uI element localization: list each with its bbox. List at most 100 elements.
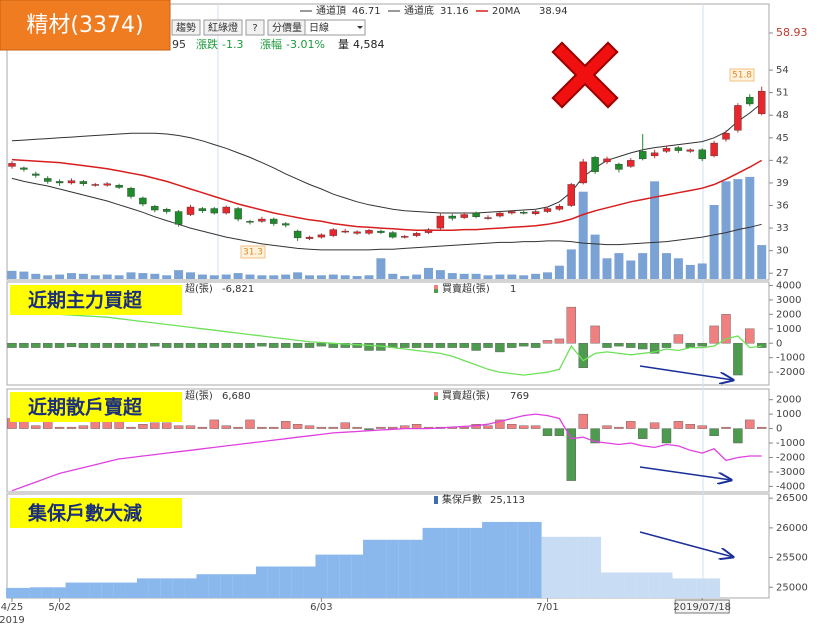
y-tick-label: 39 xyxy=(776,178,789,189)
holder-step xyxy=(482,521,494,598)
volume-bar xyxy=(19,271,29,279)
holder-step xyxy=(53,587,66,598)
candle-body xyxy=(436,215,445,229)
toolbar-label[interactable]: 紅綠燈 xyxy=(208,22,238,34)
volume-bar xyxy=(447,273,457,279)
candle-body xyxy=(722,133,730,140)
volume-bar xyxy=(709,205,719,279)
net-bar xyxy=(138,343,148,348)
stock-title: 精材(3374) xyxy=(26,13,143,38)
legend-swatch xyxy=(434,392,438,396)
candle-body xyxy=(139,197,147,205)
volume-bar xyxy=(67,273,76,279)
volume-bar xyxy=(102,274,112,279)
panel-title: 近期主力買超 xyxy=(28,289,143,312)
candle-body xyxy=(460,214,468,218)
y-tick-label: 42 xyxy=(776,155,789,166)
net-bar xyxy=(483,425,493,429)
toolbar-label[interactable]: 分價量 xyxy=(272,21,302,34)
candle-body xyxy=(174,211,183,225)
candle-body xyxy=(484,217,492,219)
holder-step xyxy=(291,566,304,598)
candle-body xyxy=(55,181,64,184)
toolbar-button[interactable] xyxy=(245,19,265,36)
legend-label: 20MA xyxy=(492,6,520,17)
holder-step xyxy=(113,582,126,598)
candle-body xyxy=(674,147,683,151)
toolbar-label[interactable]: 趨勢 xyxy=(176,21,196,34)
net-bar xyxy=(697,343,707,347)
net-bar xyxy=(161,343,172,348)
holder-step xyxy=(208,574,221,598)
period-select[interactable] xyxy=(304,19,366,36)
net-bar xyxy=(340,343,350,348)
legend-label: 超(張) xyxy=(185,389,213,402)
price-flag xyxy=(240,245,266,259)
volume-bar xyxy=(138,273,148,279)
net-bar xyxy=(364,343,374,351)
net-bar xyxy=(233,343,243,348)
volume-bar xyxy=(78,273,88,279)
net-bar xyxy=(745,419,755,429)
holder-step xyxy=(386,539,399,598)
net-bar xyxy=(316,343,327,347)
candle-body xyxy=(508,211,516,214)
net-bar xyxy=(54,343,65,348)
volume-bar xyxy=(745,176,755,279)
net-bar xyxy=(43,343,53,348)
holder-step xyxy=(17,587,30,598)
volume-bar xyxy=(471,273,481,279)
period-label[interactable]: 日線 xyxy=(309,21,329,34)
net-bar xyxy=(304,425,315,429)
holder-step xyxy=(648,572,661,598)
holder-step xyxy=(160,578,173,598)
legend-label: 集保戶數 xyxy=(442,493,482,506)
net-bar xyxy=(626,343,636,348)
select-arrow[interactable] xyxy=(357,26,363,29)
candle-body xyxy=(44,178,52,182)
net-bar xyxy=(173,343,184,348)
legend-label: 買賣超(張) xyxy=(442,282,490,295)
trend-arrow xyxy=(639,365,733,380)
net-bar xyxy=(566,306,576,344)
net-bar xyxy=(245,343,255,348)
net-bar xyxy=(721,426,731,429)
candle-body xyxy=(520,212,528,214)
candle-body xyxy=(258,218,266,222)
y-tick-label: 48 xyxy=(776,110,789,121)
net-bar xyxy=(614,426,624,429)
info-label: 漲幅 xyxy=(260,38,282,51)
volume-bar xyxy=(638,253,648,279)
y-tick-label: 4000 xyxy=(776,280,801,291)
net-bar xyxy=(614,343,624,347)
holder-step xyxy=(636,572,649,598)
toolbar-label[interactable]: ? xyxy=(252,23,257,34)
toolbar-button[interactable] xyxy=(203,19,243,36)
info-value: 95 xyxy=(172,38,186,51)
holder-step xyxy=(672,578,685,598)
net-bar xyxy=(364,428,374,431)
holder-step xyxy=(589,536,602,598)
band-line xyxy=(11,177,762,251)
volume-bar xyxy=(495,274,505,279)
net-bar xyxy=(138,424,148,429)
candle-body xyxy=(472,212,480,218)
net-bar xyxy=(161,422,172,429)
candle-body xyxy=(162,209,171,212)
band-line xyxy=(11,158,763,232)
volume-bar xyxy=(328,274,338,279)
net-bar xyxy=(78,343,89,348)
legend-value: 6,680 xyxy=(222,391,251,402)
volume-bar xyxy=(650,181,660,279)
legend-value: 46.71 xyxy=(352,6,381,17)
toolbar-button[interactable] xyxy=(171,19,201,36)
net-bar xyxy=(673,334,684,344)
holder-step xyxy=(529,521,542,598)
net-bar xyxy=(292,424,303,429)
volume-bar xyxy=(459,273,469,279)
holder-step xyxy=(410,539,423,598)
net-bar xyxy=(269,426,279,429)
candle-body xyxy=(293,230,302,239)
x-tick-label: 5/02 xyxy=(48,602,70,613)
